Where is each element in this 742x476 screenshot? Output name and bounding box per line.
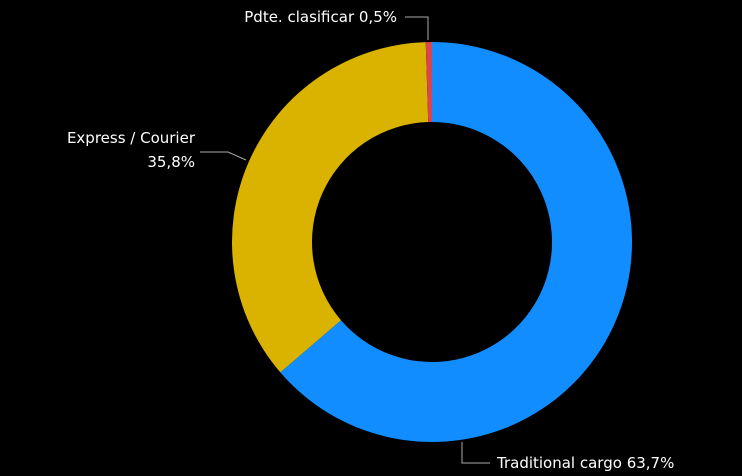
category-name: Express / Courier	[67, 129, 196, 147]
donut-slice	[280, 42, 632, 442]
leader-line	[405, 16, 429, 40]
data-label: Express / Courier	[67, 129, 196, 147]
category-name: Pdte. clasificar	[244, 8, 355, 26]
leader-line	[200, 151, 247, 161]
value-label: 63,7%	[627, 454, 675, 472]
donut-slice	[231, 42, 429, 373]
leader-line	[461, 442, 490, 464]
value-label: 35,8%	[147, 153, 195, 171]
donut-slice	[425, 42, 432, 123]
category-name: Traditional cargo	[496, 454, 622, 472]
data-label: Traditional cargo 63,7%	[496, 454, 674, 472]
data-label: Pdte. clasificar 0,5%	[244, 8, 397, 26]
data-label: 35,8%	[147, 153, 195, 171]
value-label: 0,5%	[359, 8, 397, 26]
